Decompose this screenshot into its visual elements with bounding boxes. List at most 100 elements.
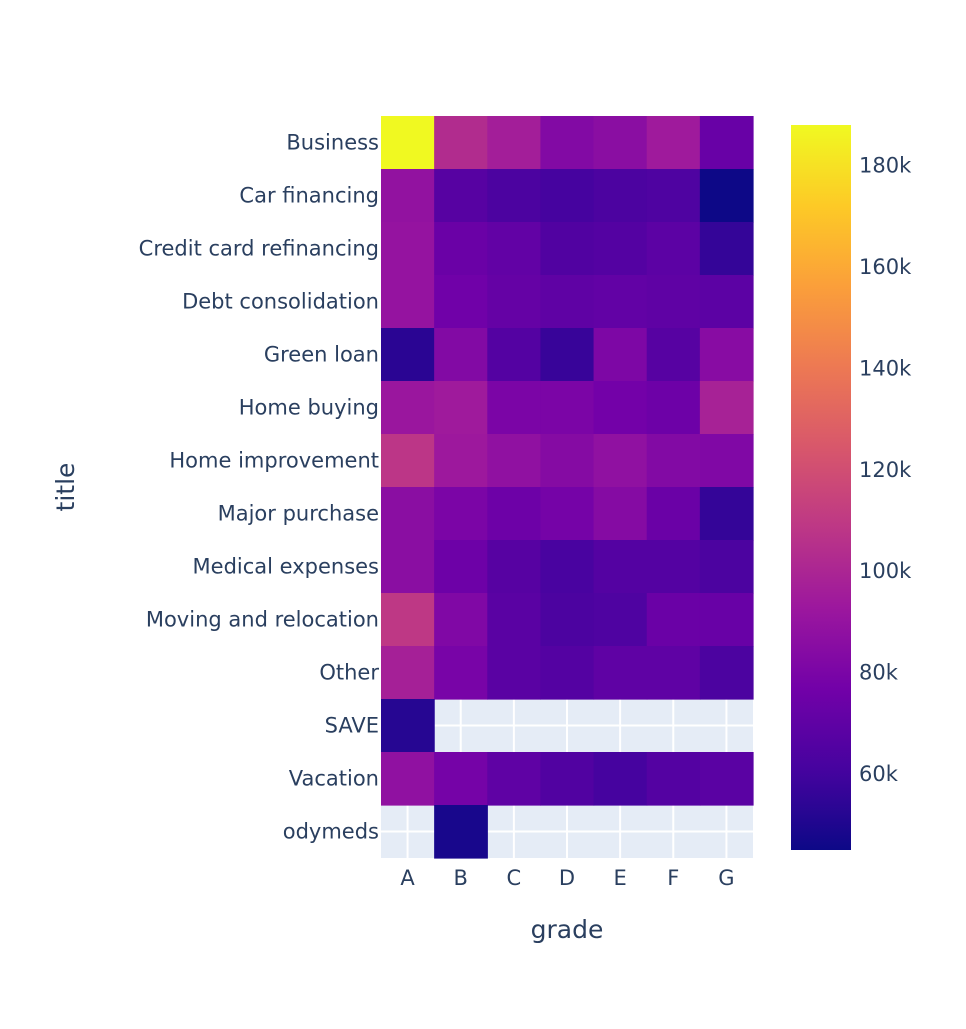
heatmap-cell xyxy=(381,752,435,806)
colorbar-tick-label: 80k xyxy=(859,661,899,685)
heatmap-cell xyxy=(540,275,595,329)
heatmap-cell xyxy=(487,434,542,488)
colorbar-tick-label: 100k xyxy=(859,559,912,583)
heatmap-cell xyxy=(434,805,488,859)
heatmap-cell xyxy=(487,540,542,594)
heatmap-cell xyxy=(540,752,595,806)
y-tick-labels: Business Car financing Credit card refinan… xyxy=(139,131,380,844)
heatmap-cell xyxy=(434,752,488,806)
heatmap-cell xyxy=(487,222,542,276)
heatmap-cell xyxy=(540,487,595,541)
heatmap-cell xyxy=(646,381,701,435)
y-tick-label: Vacation xyxy=(289,767,379,791)
heatmap-cell xyxy=(487,487,542,541)
y-tick-label: Major purchase xyxy=(218,502,379,526)
colorbar xyxy=(791,125,851,850)
heatmap-cell xyxy=(381,487,435,541)
heatmap-cell xyxy=(593,222,648,276)
heatmap-cell xyxy=(381,222,435,276)
heatmap-cell xyxy=(487,381,542,435)
heatmap-cell xyxy=(487,593,542,647)
heatmap-cell xyxy=(434,646,488,700)
heatmap-cell xyxy=(646,275,701,329)
x-tick-labels: A B C D E F G xyxy=(400,866,734,890)
y-tick-label: Other xyxy=(319,661,379,685)
heatmap-cell xyxy=(699,540,754,594)
heatmap-cell xyxy=(699,222,754,276)
y-axis-title: title xyxy=(51,463,80,512)
y-tick-label: Debt consolidation xyxy=(182,290,379,314)
colorbar-tick-label: 140k xyxy=(859,356,912,380)
heatmap-cell xyxy=(593,487,648,541)
heatmap-cell xyxy=(434,487,488,541)
heatmap-cell xyxy=(487,328,542,382)
heatmap-cell xyxy=(381,593,435,647)
colorbar-tick-label: 180k xyxy=(859,154,912,178)
heatmap-cell xyxy=(646,328,701,382)
y-tick-label: Car financing xyxy=(239,184,379,208)
heatmap-cell xyxy=(646,169,701,223)
heatmap-cell xyxy=(434,381,488,435)
y-tick-label: Home improvement xyxy=(169,449,379,473)
heatmap-cell xyxy=(540,381,595,435)
heatmap-cells xyxy=(381,116,754,859)
heatmap-cell xyxy=(381,328,435,382)
heatmap-cell xyxy=(487,275,542,329)
y-tick-label: Moving and relocation xyxy=(146,608,379,632)
colorbar-tick-labels: 180k 160k 140k 120k 100k 80k 60k xyxy=(859,154,912,786)
heatmap-cell xyxy=(540,222,595,276)
heatmap-cell xyxy=(593,116,648,170)
heatmap-cell xyxy=(593,434,648,488)
heatmap-cell xyxy=(593,752,648,806)
colorbar-tick-label: 120k xyxy=(859,458,912,482)
heatmap-cell xyxy=(646,222,701,276)
y-tick-label: Home buying xyxy=(239,396,379,420)
heatmap-cell xyxy=(699,169,754,223)
heatmap-cell xyxy=(487,646,542,700)
heatmap-cell xyxy=(434,169,488,223)
heatmap-cell xyxy=(487,169,542,223)
heatmap-cell xyxy=(434,275,488,329)
colorbar-tick-label: 160k xyxy=(859,255,912,279)
heatmap-cell xyxy=(381,169,435,223)
heatmap-cell xyxy=(540,328,595,382)
heatmap-cell xyxy=(593,275,648,329)
heatmap-cell xyxy=(593,328,648,382)
heatmap-cell xyxy=(646,646,701,700)
heatmap-cell xyxy=(487,116,542,170)
y-tick-label: Medical expenses xyxy=(193,555,379,579)
heatmap-cell xyxy=(434,222,488,276)
x-tick-label: C xyxy=(507,866,522,890)
heatmap-cell xyxy=(434,328,488,382)
heatmap-cell xyxy=(699,328,754,382)
heatmap-cell xyxy=(699,381,754,435)
heatmap-cell xyxy=(699,434,754,488)
x-tick-label: D xyxy=(559,866,575,890)
heatmap-cell xyxy=(646,593,701,647)
heatmap-cell xyxy=(699,593,754,647)
heatmap-cell xyxy=(540,434,595,488)
y-tick-label: Green loan xyxy=(264,343,379,367)
heatmap-cell xyxy=(381,116,435,170)
heatmap-cell xyxy=(646,487,701,541)
heatmap-cell xyxy=(593,646,648,700)
heatmap-cell xyxy=(381,275,435,329)
heatmap-cell xyxy=(434,593,488,647)
colorbar-tick-label: 60k xyxy=(859,762,899,786)
x-axis-title: grade xyxy=(531,915,604,944)
heatmap-cell xyxy=(699,752,754,806)
heatmap-cell xyxy=(593,593,648,647)
heatmap-cell xyxy=(381,434,435,488)
heatmap-cell xyxy=(699,275,754,329)
heatmap-cell xyxy=(434,434,488,488)
heatmap-cell xyxy=(646,116,701,170)
y-tick-label: odymeds xyxy=(283,820,379,844)
heatmap-cell xyxy=(381,540,435,594)
x-tick-label: B xyxy=(454,866,468,890)
y-tick-label: Credit card refinancing xyxy=(139,237,379,261)
heatmap-cell xyxy=(381,381,435,435)
heatmap-cell xyxy=(540,116,595,170)
x-tick-label: G xyxy=(718,866,734,890)
x-tick-label: E xyxy=(614,866,627,890)
